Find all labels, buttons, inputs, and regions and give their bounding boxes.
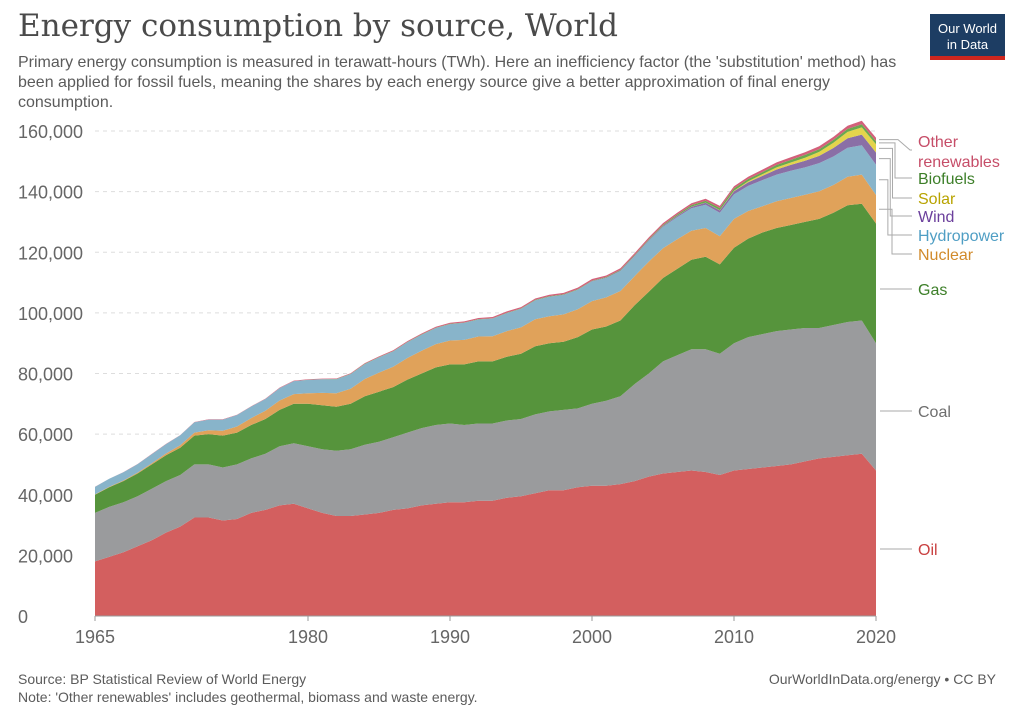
x-tick-label: 2010 [714,627,754,647]
legend-label-gas: Gas [918,282,947,299]
legend-connector-hydropower [879,179,912,236]
area-nuclear[interactable] [95,174,876,495]
legend-connector-other-renewables [879,139,912,151]
area-oil[interactable] [95,453,876,616]
legend-label-wind: Wind [918,209,954,226]
chart-subtitle: Primary energy consumption is measured i… [18,54,897,111]
x-tick-label: 2020 [856,627,896,647]
y-tick-label: 160,000 [18,122,83,142]
y-tick-label: 60,000 [18,425,73,445]
legend-label-coal: Coal [918,404,951,421]
legend-label-biofuels: Biofuels [918,171,975,188]
legend-connector-biofuels [879,142,912,179]
y-tick-label: 80,000 [18,365,73,385]
x-tick-label: 2000 [572,627,612,647]
legend-label-solar: Solar [918,191,956,208]
owid-logo[interactable]: Our World in Data [930,14,1005,60]
legend-connector-nuclear [879,208,912,255]
footnote: Note: 'Other renewables' includes geothe… [18,689,478,705]
y-tick-label: 140,000 [18,183,83,203]
chart-title: Energy consumption by source, World [18,8,618,44]
x-tick-label: 1990 [430,627,470,647]
legend-label-other-renewables: Other [918,134,959,151]
y-tick-label: 40,000 [18,486,73,506]
x-tick-label: 1965 [75,627,115,647]
legend-connector-wind [879,158,912,217]
x-tick-label: 1980 [288,627,328,647]
legend-connector-solar [879,147,912,199]
y-tick-label: 20,000 [18,546,73,566]
legend-label-hydropower: Hydropower [918,228,1005,245]
y-tick-label: 100,000 [18,304,83,324]
legend-label-other-renewables-line2: renewables [918,154,1000,171]
y-tick-label: 0 [18,607,28,627]
license-link[interactable]: OurWorldInData.org/energy • CC BY [768,671,996,687]
logo-line-2: in Data [946,37,989,52]
area-hydropower[interactable] [95,145,876,495]
legend-label-oil: Oil [918,542,938,559]
y-tick-label: 120,000 [18,243,83,263]
source-note: Source: BP Statistical Review of World E… [18,671,307,687]
area-gas[interactable] [95,203,876,513]
logo-line-1: Our World [938,21,997,36]
stacked-area-chart: 0 20,000 40,000 60,000 80,000 100,000 120,000 1… [18,120,1005,647]
legend-label-nuclear: Nuclear [918,247,974,264]
area-coal[interactable] [95,320,876,562]
